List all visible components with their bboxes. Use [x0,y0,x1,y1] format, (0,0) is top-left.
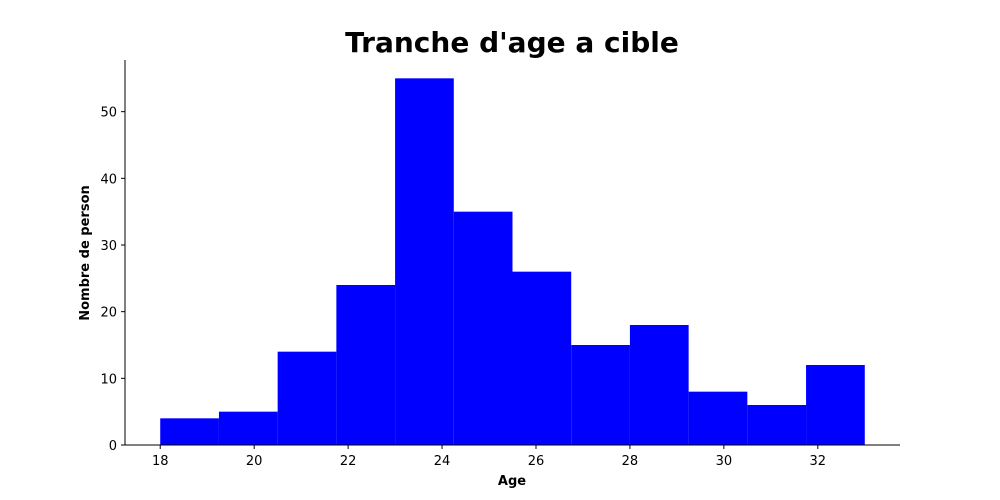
histogram-bar [277,351,337,445]
y-tick-label: 50 [100,106,117,121]
x-tick-label: 18 [152,454,169,469]
histogram-bar [688,391,748,445]
y-tick-label: 40 [100,172,117,187]
x-tick-label: 20 [246,454,263,469]
y-tick-label: 30 [100,239,117,254]
x-tick-label: 22 [340,454,357,469]
y-axis-ticks: 0 10 20 30 40 50 [100,106,125,454]
x-tick-label: 28 [622,454,639,469]
histogram-bar [453,211,513,445]
histogram-bar [218,411,278,445]
y-axis-label: Nombre de person [78,185,93,321]
x-axis-label: Age [498,474,526,489]
y-tick-label: 10 [100,372,117,387]
y-tick-label: 0 [109,439,117,454]
histogram-bar [160,418,219,445]
histogram-bar [512,271,572,445]
histogram-bar [806,365,865,445]
histogram-bar [747,405,807,445]
histogram-bar [336,285,396,445]
x-tick-label: 32 [810,454,827,469]
x-tick-label: 24 [434,454,451,469]
x-tick-label: 30 [716,454,733,469]
histogram-bars [160,78,865,445]
x-tick-label: 26 [528,454,545,469]
histogram-bar [629,325,689,445]
histogram-bar [395,78,454,445]
y-tick-label: 20 [100,306,117,321]
x-axis-ticks: 18 20 22 24 26 28 30 32 [152,445,826,469]
histogram-bar [571,345,630,445]
chart-title: Tranche d'age a cible [345,26,679,59]
